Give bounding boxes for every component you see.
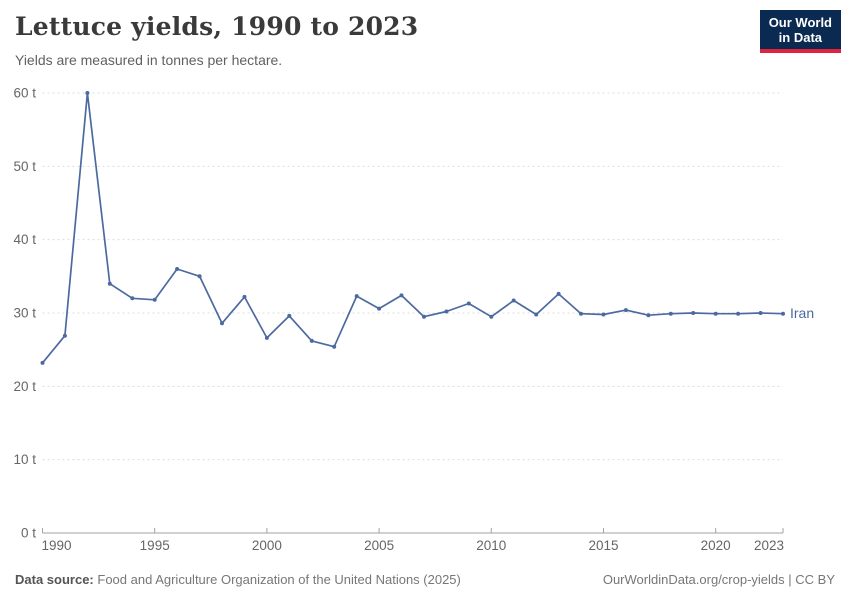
data-point-marker[interactable] (152, 297, 157, 302)
attribution: OurWorldinData.org/crop-yields | CC BY (602, 572, 835, 587)
series-end-label[interactable]: Iran (790, 305, 814, 321)
data-point-marker[interactable] (758, 311, 763, 315)
data-point-marker[interactable] (556, 291, 561, 296)
data-point-marker[interactable] (534, 312, 539, 317)
x-tick-label: 1990 (42, 538, 72, 553)
y-tick-label: 50 t (13, 159, 36, 174)
data-point-marker[interactable] (40, 360, 45, 365)
x-tick-label: 2020 (701, 538, 731, 553)
data-point-marker[interactable] (399, 293, 404, 298)
owid-logo-line1: Our World (768, 15, 832, 30)
data-point-marker[interactable] (62, 333, 67, 338)
data-point-marker[interactable] (781, 311, 785, 316)
data-point-marker[interactable] (579, 311, 583, 316)
x-tick-label: 2000 (252, 538, 282, 553)
x-tick-label: 2005 (364, 538, 394, 553)
y-tick-label: 10 t (13, 452, 36, 467)
data-point-marker[interactable] (422, 314, 426, 319)
chart-header: Lettuce yields, 1990 to 2023 Yields are … (0, 0, 850, 80)
data-source: Data source: Food and Agriculture Organi… (15, 572, 461, 587)
data-point-marker[interactable] (668, 311, 673, 316)
y-tick-label: 30 t (13, 306, 36, 321)
chart-footer: Data source: Food and Agriculture Organi… (15, 572, 835, 587)
chart-subtitle: Yields are measured in tonnes per hectar… (15, 52, 283, 68)
data-point-marker[interactable] (130, 296, 135, 301)
y-tick-label: 40 t (13, 232, 36, 247)
series-line-iran[interactable] (41, 92, 784, 364)
data-point-marker[interactable] (736, 311, 741, 316)
page-title: Lettuce yields, 1990 to 2023 (15, 12, 419, 41)
data-point-marker[interactable] (713, 311, 718, 316)
data-source-text: Food and Agriculture Organization of the… (97, 572, 461, 587)
data-point-marker[interactable] (511, 298, 516, 303)
data-point-marker[interactable] (242, 294, 247, 299)
x-tick-label: 2023 (754, 538, 784, 553)
owid-logo-line2: in Data (778, 30, 823, 45)
data-point-marker[interactable] (107, 281, 112, 286)
y-tick-label: 20 t (13, 379, 36, 394)
owid-logo: Our World in Data (759, 10, 841, 53)
data-point-marker[interactable] (444, 309, 449, 314)
data-point-marker[interactable] (309, 338, 314, 343)
y-tick-label: 0 t (21, 526, 36, 541)
x-tick-label: 2010 (476, 538, 506, 553)
y-tick-label: 60 t (13, 86, 36, 101)
data-point-marker[interactable] (85, 91, 90, 95)
data-point-marker[interactable] (489, 314, 494, 319)
data-point-marker[interactable] (646, 313, 651, 318)
data-point-marker[interactable] (197, 274, 202, 279)
data-point-marker[interactable] (601, 312, 606, 317)
data-point-marker[interactable] (220, 321, 224, 326)
x-tick-label: 1995 (140, 538, 170, 553)
data-point-marker[interactable] (377, 306, 382, 311)
data-point-marker[interactable] (287, 313, 292, 318)
data-point-marker[interactable] (354, 294, 359, 299)
data-point-marker[interactable] (623, 308, 628, 313)
data-point-marker[interactable] (332, 344, 337, 349)
data-source-label: Data source: (15, 572, 94, 587)
data-point-marker[interactable] (175, 267, 180, 271)
data-point-marker[interactable] (466, 301, 471, 306)
data-point-marker[interactable] (264, 335, 269, 340)
data-point-marker[interactable] (691, 311, 696, 315)
x-tick-label: 2015 (588, 538, 618, 553)
